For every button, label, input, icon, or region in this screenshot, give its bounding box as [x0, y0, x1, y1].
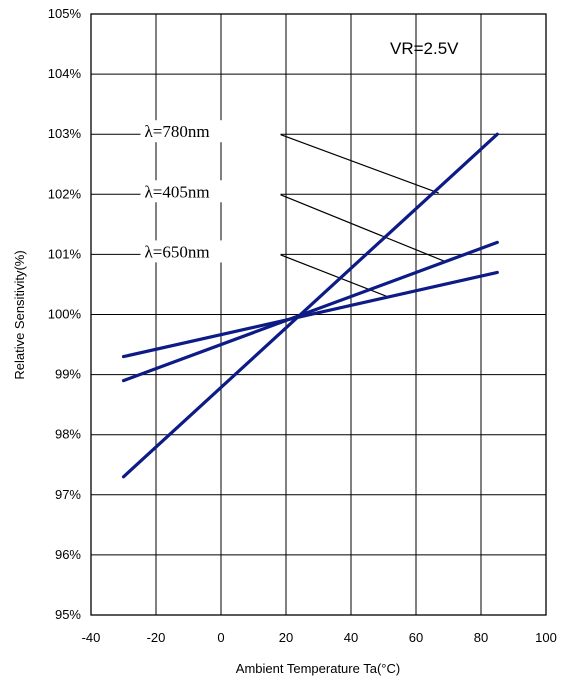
x-axis-ticks: -40 -20 0 20 40 60 80 100	[82, 630, 557, 645]
label-leaders	[279, 133, 446, 299]
series-label: λ=780nm	[145, 122, 210, 141]
x-tick-label: -40	[82, 630, 101, 645]
label-backing	[140, 120, 281, 143]
x-tick-label: 20	[279, 630, 293, 645]
y-tick-label: 105%	[48, 6, 82, 21]
series-line	[121, 270, 499, 359]
y-tick-label: 98%	[55, 427, 81, 442]
y-tick-label: 99%	[55, 367, 81, 382]
x-tick-label: 80	[474, 630, 488, 645]
y-tick-label: 104%	[48, 66, 82, 81]
plot-frame	[90, 13, 547, 616]
label-backing	[140, 240, 281, 263]
x-tick-label: 0	[217, 630, 224, 645]
condition-label: VR=2.5V	[390, 39, 459, 58]
y-tick-label: 95%	[55, 607, 81, 622]
leader-line	[279, 193, 446, 263]
x-axis-title: Ambient Temperature Ta(°C)	[236, 661, 400, 676]
y-axis-ticks: 95% 96% 97% 98% 99% 100% 101% 102% 103% 104% 105%	[48, 6, 82, 622]
label-backing	[140, 180, 281, 203]
y-tick-label: 103%	[48, 126, 82, 141]
y-tick-label: 102%	[48, 186, 82, 201]
y-tick-label: 101%	[48, 246, 82, 261]
y-tick-label: 100%	[48, 307, 82, 322]
leader-line	[279, 253, 391, 299]
series-label: λ=650nm	[145, 242, 210, 261]
x-tick-label: 40	[344, 630, 358, 645]
leader-line	[279, 133, 439, 194]
grid	[91, 14, 546, 615]
y-tick-label: 96%	[55, 547, 81, 562]
series-lines	[121, 132, 499, 479]
x-tick-label: 60	[409, 630, 423, 645]
y-tick-label: 97%	[55, 487, 81, 502]
x-tick-label: -20	[147, 630, 166, 645]
y-axis-title: Relative Sensitivity(%)	[12, 250, 27, 379]
series-line	[121, 240, 499, 383]
series-label: λ=405nm	[145, 182, 210, 201]
series-labels: λ=780nm λ=405nm λ=650nm	[140, 120, 281, 263]
series-line	[121, 132, 499, 479]
x-tick-label: 100	[535, 630, 557, 645]
